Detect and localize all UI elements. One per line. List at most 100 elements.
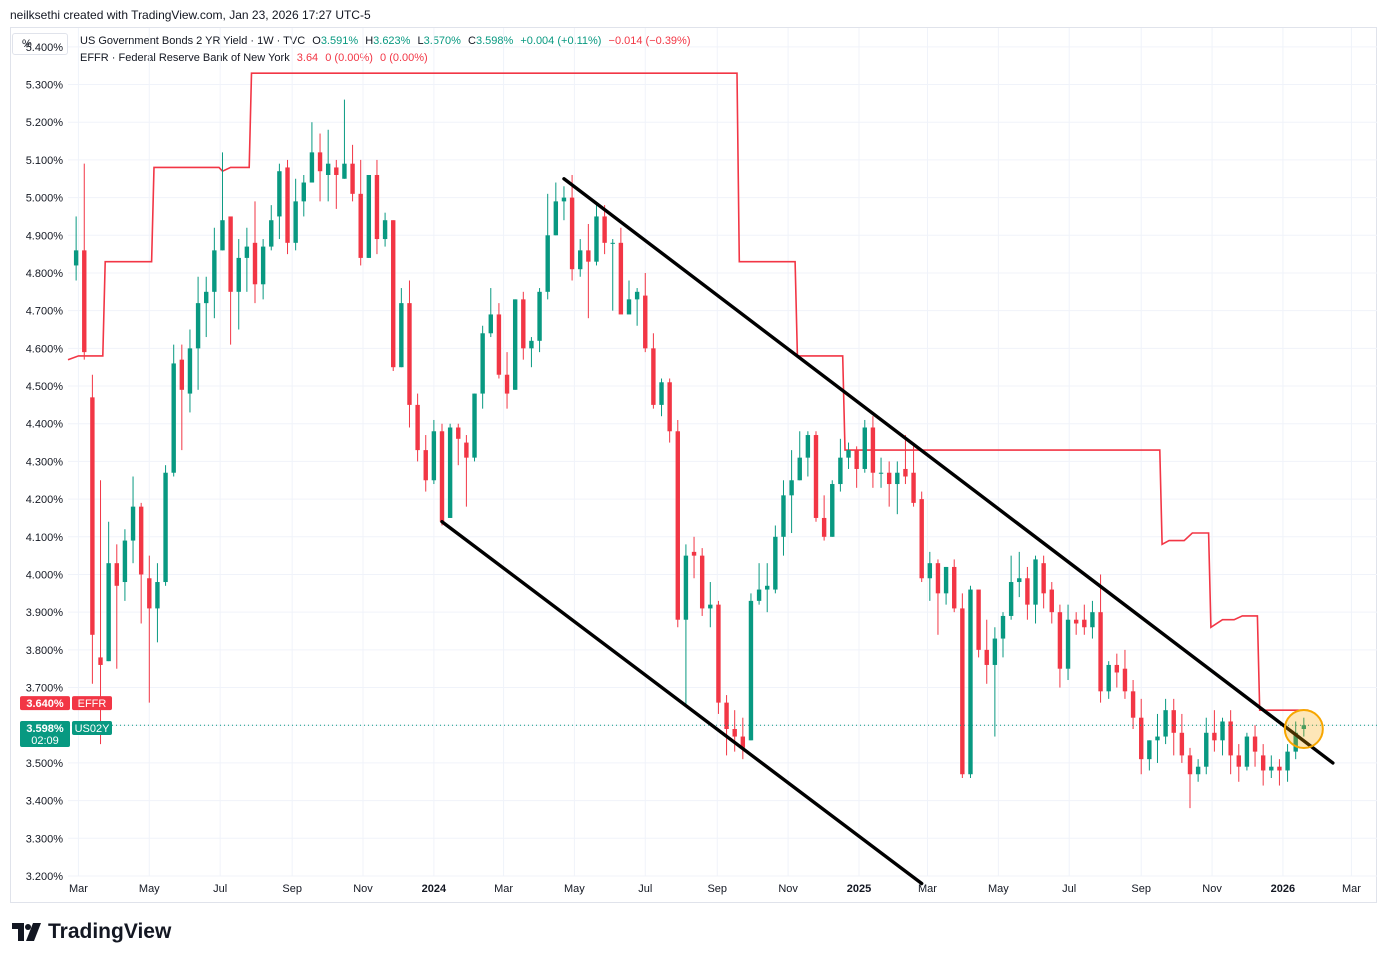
- candle-body: [1073, 619, 1079, 624]
- legend-effr-value: 3.64: [296, 52, 319, 64]
- trendline: [440, 520, 924, 886]
- price-label-box: [20, 696, 70, 711]
- legend-us02y[interactable]: US Government Bonds 2 YR Yield · 1W · TV…: [80, 35, 695, 47]
- candle-body: [821, 517, 827, 537]
- candle-body: [171, 363, 176, 473]
- x-tick-label: May: [139, 883, 160, 895]
- y-tick-label: 3.400%: [26, 796, 64, 808]
- candle-body: [1252, 736, 1258, 752]
- candle-body: [138, 506, 144, 575]
- candle-body: [952, 566, 957, 609]
- candle-body: [358, 193, 363, 258]
- candle-body: [1187, 755, 1193, 775]
- candle-body: [610, 242, 615, 244]
- candle-body: [277, 171, 282, 217]
- x-tick-label: Nov: [1202, 883, 1222, 895]
- candle-body: [236, 257, 241, 292]
- y-tick-label: 5.300%: [26, 80, 64, 92]
- y-tick-label: 4.800%: [26, 268, 64, 280]
- candle-body: [1147, 740, 1152, 760]
- candle-body: [569, 197, 575, 270]
- x-tick-label: Sep: [1131, 883, 1151, 895]
- candle-body: [960, 608, 965, 775]
- candle-body: [1204, 732, 1209, 767]
- y-tick-label: 3.800%: [26, 645, 64, 657]
- y-tick-label: 5.200%: [26, 117, 64, 129]
- x-tick-label: Nov: [353, 883, 373, 895]
- legend-high: H3.623%: [365, 35, 411, 47]
- candle-body: [789, 480, 794, 496]
- chart-frame: [10, 27, 1377, 903]
- candle-body: [1025, 578, 1030, 605]
- candle-body: [1114, 664, 1120, 673]
- candle-body: [724, 702, 729, 730]
- candle-body: [163, 472, 168, 583]
- candle-body: [382, 220, 388, 240]
- candle-body: [748, 600, 754, 741]
- candle-body: [1090, 612, 1095, 628]
- y-tick-label: 4.100%: [26, 532, 64, 544]
- candle-body: [1122, 668, 1128, 692]
- candle-body: [870, 427, 876, 473]
- candle-body: [1139, 717, 1144, 760]
- candle-body: [301, 182, 306, 202]
- x-tick-label: 2026: [1271, 883, 1295, 895]
- candle-body: [553, 201, 559, 236]
- candle-body: [740, 736, 746, 748]
- x-tick-label: Mar: [494, 883, 513, 895]
- x-tick-label: May: [988, 883, 1009, 895]
- candle-body: [1301, 725, 1307, 730]
- x-tick-label: Mar: [1342, 883, 1361, 895]
- candle-body: [586, 250, 591, 262]
- candle-body: [797, 457, 802, 481]
- candle-body: [911, 472, 916, 503]
- candle-body: [968, 589, 973, 775]
- candle-body: [90, 397, 95, 635]
- candle-body: [293, 201, 298, 243]
- y-tick-label: 4.000%: [26, 569, 64, 581]
- legend-effr[interactable]: EFFR · Federal Reserve Bank of New York …: [80, 52, 432, 64]
- candle-body: [431, 431, 437, 481]
- candle-body: [903, 468, 908, 477]
- y-tick-label: 4.300%: [26, 456, 64, 468]
- candle-body: [651, 348, 656, 405]
- candle-body: [1065, 619, 1071, 669]
- y-tick-label: 4.700%: [26, 306, 64, 318]
- y-tick-label: 5.100%: [26, 155, 64, 167]
- candle-body: [1179, 732, 1185, 756]
- candle-body: [1195, 766, 1201, 775]
- candle-body: [204, 291, 209, 304]
- x-tick-label: Nov: [778, 883, 798, 895]
- candle-body: [1293, 732, 1298, 752]
- candle-body: [716, 604, 721, 703]
- tradingview-logo-icon: [12, 923, 41, 941]
- candle-body: [1000, 615, 1006, 639]
- x-tick-label: Sep: [282, 883, 302, 895]
- candle-body: [504, 374, 510, 394]
- y-tick-label: 4.900%: [26, 230, 64, 242]
- tradingview-logo-text: TradingView: [48, 920, 172, 943]
- candle-body: [1041, 563, 1046, 594]
- candle-body: [594, 216, 599, 262]
- candle-body: [618, 242, 624, 315]
- candle-body: [447, 427, 453, 518]
- candle-body: [708, 604, 713, 609]
- candle-body: [464, 442, 469, 458]
- candle-body: [472, 393, 477, 458]
- candle-body: [634, 291, 640, 300]
- candle-body: [1212, 732, 1217, 741]
- x-tick-label: Sep: [707, 883, 727, 895]
- effr-line: [67, 72, 1309, 712]
- legend-us02y-name: US Government Bonds 2 YR Yield · 1W · TV…: [80, 35, 306, 47]
- trendline: [562, 177, 1335, 765]
- candle-body: [1171, 710, 1176, 733]
- y-tick-label: 3.200%: [26, 871, 64, 883]
- candle-body: [130, 506, 136, 541]
- candle-body: [1228, 721, 1233, 756]
- unit-toggle-button[interactable]: %: [12, 33, 68, 55]
- candle-body: [212, 250, 217, 292]
- candle-body: [480, 333, 485, 394]
- candle-body: [927, 563, 933, 579]
- candle-body: [415, 404, 420, 451]
